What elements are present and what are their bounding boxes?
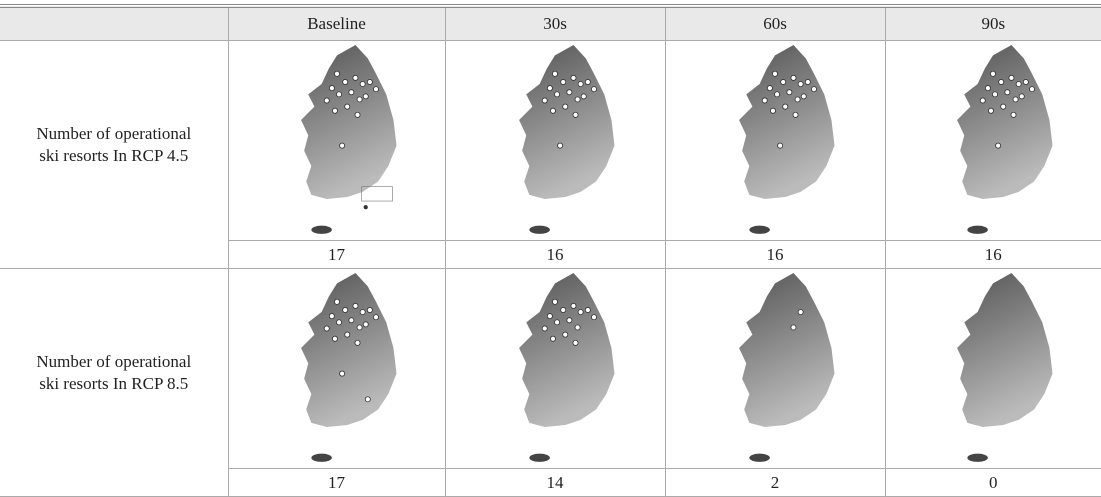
header-row: Baseline 30s 60s 90s <box>0 6 1101 41</box>
count: 14 <box>445 469 665 497</box>
map <box>700 271 850 466</box>
count: 2 <box>665 469 885 497</box>
row-label-cell: Number of operational ski resorts In RCP… <box>0 269 228 497</box>
map-cell <box>665 269 885 469</box>
map-cell <box>228 269 445 469</box>
map <box>918 43 1068 238</box>
row-label: Number of operational ski resorts In RCP… <box>29 123 199 187</box>
map-cell <box>665 41 885 241</box>
row-label: Number of operational ski resorts In RCP… <box>29 351 199 415</box>
results-table: Baseline 30s 60s 90s Number of operation… <box>0 4 1101 497</box>
map-cell <box>228 41 445 241</box>
count: 17 <box>228 241 445 269</box>
map-row: Number of operational ski resorts In RCP… <box>0 269 1101 469</box>
map <box>262 271 412 466</box>
column-header: 60s <box>665 6 885 41</box>
column-header: 30s <box>445 6 665 41</box>
column-header: Baseline <box>228 6 445 41</box>
row-label-cell: Number of operational ski resorts In RCP… <box>0 41 228 269</box>
map-cell <box>885 269 1101 469</box>
column-header: 90s <box>885 6 1101 41</box>
corner-cell <box>0 6 228 41</box>
map-row: Number of operational ski resorts In RCP… <box>0 41 1101 241</box>
map <box>262 43 412 238</box>
count: 16 <box>885 241 1101 269</box>
count: 17 <box>228 469 445 497</box>
map <box>480 271 630 466</box>
page: Baseline 30s 60s 90s Number of operation… <box>0 4 1101 496</box>
map <box>480 43 630 238</box>
map-cell <box>885 41 1101 241</box>
map <box>918 271 1068 466</box>
count: 16 <box>445 241 665 269</box>
map-cell <box>445 41 665 241</box>
map <box>700 43 850 238</box>
map-cell <box>445 269 665 469</box>
count: 16 <box>665 241 885 269</box>
count: 0 <box>885 469 1101 497</box>
